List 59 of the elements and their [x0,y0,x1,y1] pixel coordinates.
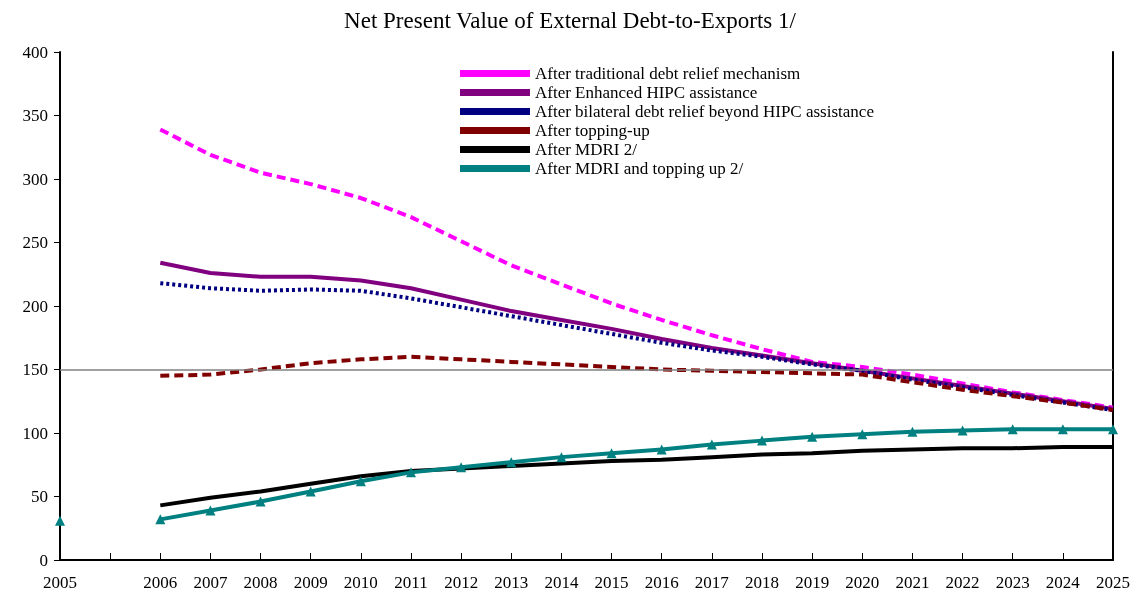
point [957,425,968,436]
x-tick-label: 2013 [494,573,529,592]
x-tick-label: 2024 [1045,573,1081,592]
x-tick-label: 2025 [1096,573,1130,592]
legend-label: After traditional debt relief mechanism [535,64,801,83]
x-tick-label: 2017 [694,573,730,592]
x-tick-label: 2007 [193,573,228,592]
x-tick-label: 2008 [243,573,278,592]
point [355,476,366,487]
legend-label: After topping-up [535,121,650,140]
y-tick-label: 100 [22,423,48,443]
point [656,444,667,455]
point [606,448,617,459]
x-tick-label: 2014 [544,573,579,592]
point [406,467,416,478]
chart-title: Net Present Value of External Debt-to-Exports 1/ [344,8,797,33]
y-tick-label: 200 [22,296,48,316]
x-tick-label: 2011 [394,573,428,592]
point [1108,424,1118,435]
point [857,429,868,440]
x-tick-label: 2009 [293,573,328,592]
x-tick-label: 2019 [795,573,830,592]
y-tick-label: 150 [22,360,48,379]
y-tick-label: 250 [22,233,48,252]
x-tick-label: 2012 [444,573,479,592]
point [506,457,517,468]
y-tick-label: 50 [31,487,48,506]
x-tick-label: 2020 [845,573,880,592]
legend-label: After MDRI and topping up 2/ [535,159,744,178]
point [556,452,567,463]
point [155,514,166,525]
legend-label: After Enhanced HIPC assistance [535,83,758,102]
x-tick-label: 2010 [343,573,378,592]
y-tick-label: 350 [22,106,48,125]
legend-label: After bilateral debt relief beyond HIPC assistance [535,102,874,121]
x-tick-label: 2005 [43,573,77,592]
x-tick-label: 2021 [895,573,930,592]
point [1057,424,1068,435]
x-tick-label: 2006 [143,573,178,592]
y-tick-label: 300 [22,169,48,189]
line-series [158,354,1115,413]
point [305,486,316,497]
point [255,496,266,507]
point [205,505,216,516]
x-tick-label: 2023 [995,573,1030,592]
point [55,515,65,526]
y-tick-label: 400 [22,42,48,62]
x-tick-label: 2018 [745,573,779,592]
y-tick-label: 0 [39,550,48,570]
point [456,462,467,473]
point [807,431,818,442]
x-tick-label: 2016 [644,573,679,592]
x-tick-label: 2015 [594,573,629,592]
point [757,435,767,446]
point [907,426,918,437]
legend-label: After MDRI 2/ [535,140,638,159]
point [1007,424,1018,435]
point [706,439,717,450]
x-tick-label: 2022 [945,573,980,592]
